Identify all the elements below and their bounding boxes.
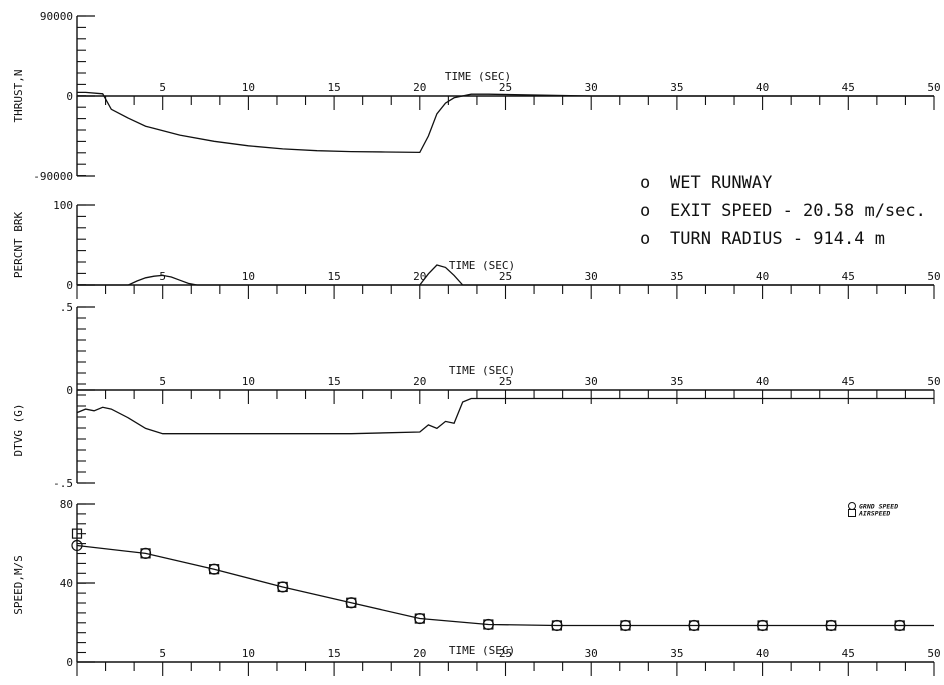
y-tick-label: 0	[66, 656, 73, 669]
x-tick-label: 40	[756, 81, 769, 94]
x-tick-label: 35	[670, 375, 683, 388]
x-tick-label: 25	[499, 81, 512, 94]
x-tick-label: 30	[585, 81, 598, 94]
legend-circle-marker	[848, 502, 856, 510]
x-tick-label: 25	[499, 270, 512, 283]
note-exit-speed: EXIT SPEED - 20.58 m/sec.	[670, 201, 926, 221]
y-tick-label: 0	[66, 384, 73, 397]
airspeed-point	[688, 620, 700, 631]
x-tick-label: 50	[927, 81, 940, 94]
x-tick-label: 45	[842, 375, 855, 388]
chart-panel-dtvg: .5 0 -.5 5 10 15 20 25 30 35 40 45 50 TIME (SEC) DTVG …	[12, 301, 941, 490]
chart-panel-brake: 100 0 5 10 15 20 25 30 35 40 45 50 TIME (SEC) PERCNT …	[12, 199, 941, 299]
legend-label: GRND SPEED	[859, 503, 898, 511]
x-tick-label: 25	[499, 375, 512, 388]
y-tick-label: -90000	[33, 170, 73, 183]
y-axis-title: THRUST,N	[12, 70, 25, 123]
note-bullet-1: o	[640, 173, 650, 193]
airspeed-point	[483, 619, 494, 630]
y-tick-label: 100	[53, 199, 73, 212]
x-tick-label: 35	[670, 270, 683, 283]
note-wet-runway: WET RUNWAY	[670, 173, 772, 193]
x-tick-label: 20	[413, 647, 426, 660]
y-tick-label: 0	[66, 90, 73, 103]
x-tick-label: 10	[242, 647, 255, 660]
x-tick-label: 15	[327, 647, 340, 660]
y-tick-label: .5	[60, 301, 73, 314]
x-tick-label: 15	[327, 270, 340, 283]
airspeed-point	[71, 528, 83, 539]
series-line-data	[77, 264, 934, 286]
x-tick-label: 30	[585, 270, 598, 283]
legend-square-marker	[848, 509, 856, 517]
x-tick-label: 25	[499, 647, 512, 660]
note-bullet-2: o	[640, 201, 650, 221]
x-tick-label: 40	[756, 270, 769, 283]
series-line-grnd-speed	[76, 544, 934, 627]
airspeed-point	[826, 620, 837, 631]
x-tick-label: 5	[159, 81, 166, 94]
chart-panel-thrust: 90000 0 -90000 5 10 15 20 25 30 35 40 45 50 TIME (SEC…	[12, 10, 941, 183]
x-tick-label: 20	[413, 81, 426, 94]
x-tick-label: 5	[159, 647, 166, 660]
note-turn-radius: TURN RADIUS - 914.4 m	[670, 229, 885, 249]
annotation-notes: o WET RUNWAY o EXIT SPEED - 20.58 m/sec.…	[640, 173, 926, 249]
y-axis-title: PERCNT BRK	[12, 212, 25, 279]
x-tick-label: 20	[413, 375, 426, 388]
airspeed-point	[209, 564, 220, 575]
x-axis-title: TIME (SEC)	[449, 364, 515, 377]
legend-label: AIRSPEED	[858, 510, 890, 518]
y-tick-label: 40	[60, 577, 73, 590]
x-tick-label: 30	[585, 375, 598, 388]
x-tick-label: 30	[585, 647, 598, 660]
x-axis-title: TIME (SEC)	[449, 259, 515, 272]
y-tick-label: 0	[66, 279, 73, 292]
airspeed-point	[414, 613, 425, 624]
x-tick-label: 50	[927, 270, 940, 283]
x-tick-label: 50	[927, 647, 940, 660]
x-tick-label: 35	[670, 81, 683, 94]
airspeed-point	[894, 620, 905, 631]
airspeed-point	[551, 620, 563, 631]
series-line-data	[76, 397, 934, 435]
x-axis-title: TIME (SEC)	[449, 644, 515, 657]
airspeed-point	[277, 581, 288, 593]
x-tick-label: 35	[670, 647, 683, 660]
series-line-data	[77, 91, 934, 154]
airspeed-point	[140, 548, 151, 559]
x-tick-label: 40	[756, 647, 769, 660]
x-tick-label: 10	[242, 375, 255, 388]
y-tick-label: 90000	[40, 10, 73, 23]
ground-speed-point	[71, 539, 83, 552]
y-axis-title: DTVG (G)	[12, 404, 25, 457]
x-tick-label: 45	[842, 270, 855, 283]
x-tick-label: 10	[242, 270, 255, 283]
x-tick-label: 50	[927, 375, 940, 388]
airspeed-point	[757, 620, 768, 631]
airspeed-point	[620, 620, 631, 631]
note-bullet-3: o	[640, 229, 650, 249]
x-tick-label: 5	[159, 270, 166, 283]
chart-panel-speed: 80 40 0 5 10 15 20 25 30 35 40 45 50 TIME (SEC) SPEED,…	[12, 498, 941, 676]
x-tick-label: 5	[159, 375, 166, 388]
x-axis-title: TIME (SEC)	[445, 70, 511, 83]
x-tick-label: 20	[413, 270, 426, 283]
y-tick-label: 80	[60, 498, 73, 511]
y-axis-title: SPEED,M/S	[12, 555, 25, 615]
x-tick-label: 15	[327, 375, 340, 388]
airspeed-point	[346, 597, 357, 608]
x-tick-label: 10	[242, 81, 255, 94]
y-tick-label: -.5	[53, 477, 73, 490]
x-tick-label: 45	[842, 81, 855, 94]
x-tick-label: 15	[327, 81, 340, 94]
x-tick-label: 45	[842, 647, 855, 660]
x-tick-label: 40	[756, 375, 769, 388]
